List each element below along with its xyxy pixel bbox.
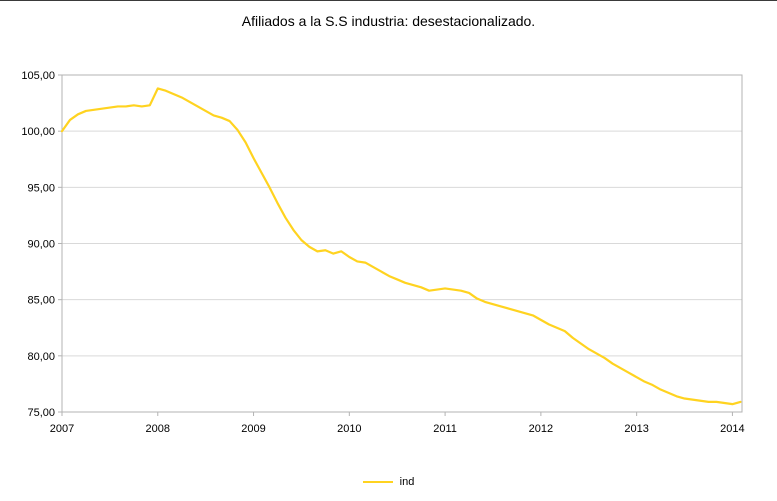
svg-text:75,00: 75,00 [27,407,55,419]
svg-text:2012: 2012 [529,423,553,435]
svg-text:2010: 2010 [337,423,361,435]
svg-text:100,00: 100,00 [21,126,55,138]
svg-text:95,00: 95,00 [27,182,55,194]
svg-text:2009: 2009 [241,423,265,435]
svg-text:85,00: 85,00 [27,295,55,307]
legend-label: ind [399,476,415,488]
legend: ind [0,476,777,488]
svg-text:90,00: 90,00 [27,239,55,251]
svg-text:2013: 2013 [624,423,648,435]
svg-text:2014: 2014 [720,423,744,435]
chart-title: Afiliados a la S.S industria: desestacio… [241,13,536,29]
svg-text:80,00: 80,00 [27,351,55,363]
svg-text:2011: 2011 [433,423,457,435]
svg-text:2008: 2008 [146,423,170,435]
legend-line-swatch [362,481,393,483]
svg-text:2007: 2007 [50,423,74,435]
window-top-border [0,0,777,1]
svg-text:105,00: 105,00 [21,70,55,82]
